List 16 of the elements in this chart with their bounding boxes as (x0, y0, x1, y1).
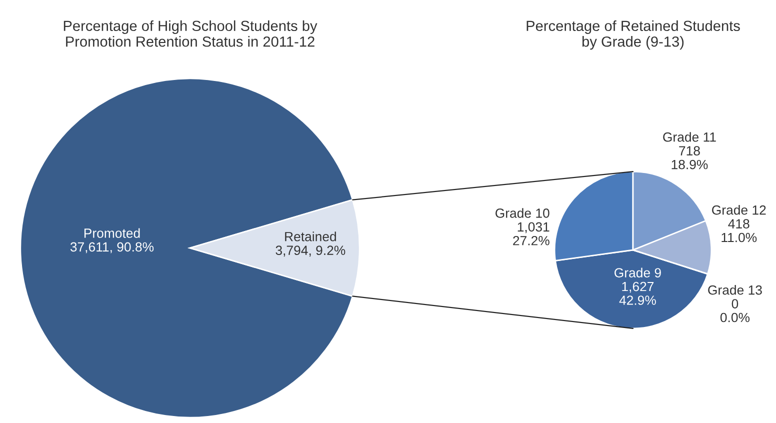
text: 0 0.0% (720, 299, 750, 322)
slice-label: Grade 10 (496, 208, 550, 218)
slice-label: Grade 11 (663, 132, 716, 142)
data-label: 3,794, 9.2% (276, 246, 346, 257)
category-label: Grade 13 (708, 285, 762, 295)
data-label: 418 11.0% (722, 219, 757, 242)
slice-label: Retained (285, 232, 336, 242)
data-label: 1,627 42.9% (619, 282, 656, 305)
slice-label: Promoted (84, 228, 140, 238)
data-label: 37,611, 90.8% (70, 242, 154, 254)
slice-label: Grade 12 (712, 205, 766, 215)
chart-title: Percentage of High School Students by Promotion Retention Status in 2011-12 (64, 20, 318, 47)
data-label: 1,031 27.2% (513, 222, 550, 246)
data-label: 718 18.9% (672, 146, 708, 170)
slice-label: Grade 9 (614, 268, 661, 278)
chart-title: Percentage of Retained Students by Grade (9-13) (526, 20, 740, 50)
